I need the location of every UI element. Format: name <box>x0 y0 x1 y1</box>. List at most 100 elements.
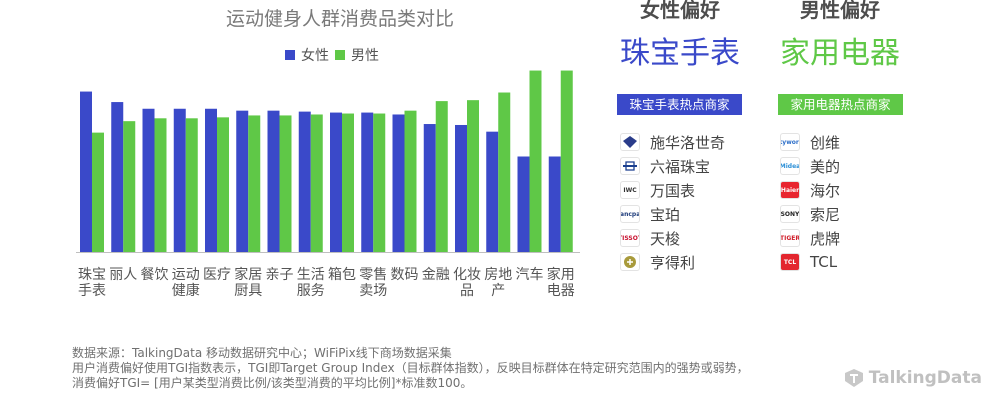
female-brand-name: 施华洛世奇 <box>650 133 726 152</box>
bar-female-11 <box>423 124 436 252</box>
bar-female-6 <box>267 110 280 252</box>
watermark: TalkingData <box>843 368 982 388</box>
category-label: 餐饮 <box>140 267 169 283</box>
category-label: 医疗 <box>203 267 231 283</box>
male-brand-name: 海尔 <box>810 181 841 200</box>
male-brand-item: Skyworth 创维 <box>780 131 840 153</box>
female-brand-item: IWC 万国表 <box>620 179 695 201</box>
legend-female: 女性 <box>285 45 329 65</box>
female-brand-item: 六福珠宝 <box>620 155 710 177</box>
bar-female-9 <box>361 112 374 252</box>
watermark-text: TalkingData <box>868 368 982 388</box>
female-brand-name: 亨得利 <box>650 253 696 272</box>
category-label: 汽车 <box>515 267 544 283</box>
bar-male-1 <box>123 121 136 252</box>
bar-female-7 <box>298 111 311 253</box>
sony-logo: SONY <box>780 205 800 223</box>
chart-title: 运动健身人群消费品类对比 <box>225 8 454 30</box>
female-brand-item: 施华洛世奇 <box>620 131 725 153</box>
category-label: 金融 <box>421 267 450 283</box>
bar-male-5 <box>248 115 261 252</box>
legend-male-label: 男性 <box>351 48 379 64</box>
bar-female-12 <box>455 124 467 252</box>
tcl-logo: TCL <box>780 253 800 271</box>
bar-female-3 <box>173 108 186 252</box>
bar-male-3 <box>185 118 198 252</box>
bar-male-15 <box>560 70 573 252</box>
category-label: 运动健康 <box>171 267 200 299</box>
bar-male-0 <box>92 132 104 252</box>
male-brand-item: Midea 美的 <box>780 155 840 177</box>
iwc-logo: IWC <box>620 181 640 199</box>
male-brand-name: 索尼 <box>810 205 841 224</box>
bar-female-2 <box>142 108 155 252</box>
hengdeli-logo <box>620 253 640 271</box>
category-label: 家用电器 <box>546 267 575 299</box>
bar-chart <box>76 70 580 253</box>
category-label: 生活服务 <box>296 267 325 299</box>
male-brand-item: TIGER 虎牌 <box>780 227 840 249</box>
bar-male-11 <box>435 101 448 252</box>
male-brand-name: TCL <box>810 253 838 271</box>
category-label: 家居厨具 <box>234 267 263 299</box>
category-label: 丽人 <box>109 267 138 283</box>
male-brand-item: SONY 索尼 <box>780 203 840 225</box>
bar-female-0 <box>80 91 92 252</box>
category-label: 珠宝手表 <box>78 267 106 299</box>
notes: 数据来源：TalkingData 移动数据研究中心；WiFiPix线下商场数据采… <box>72 346 749 391</box>
category-label: 房地产 <box>484 267 513 299</box>
male-brand-item: TCL TCL <box>780 251 837 273</box>
male-category: 家用电器 <box>780 36 900 71</box>
category-label: 化妆品 <box>453 267 481 299</box>
male-brand-name: 美的 <box>810 157 841 176</box>
swarovski-logo <box>620 133 640 151</box>
legend-male: 男性 <box>335 45 379 65</box>
category-label: 亲子 <box>265 267 294 283</box>
bar-male-6 <box>279 115 292 252</box>
female-brand-name: 宝珀 <box>650 205 681 224</box>
legend-male-swatch <box>335 50 345 60</box>
category-label: 箱包 <box>328 267 356 283</box>
male-brand-item: Haier 海尔 <box>780 179 840 201</box>
skyworth-logo: Skyworth <box>780 133 800 151</box>
male-header: 男性偏好 <box>800 0 880 22</box>
bar-female-15 <box>548 156 561 252</box>
bar-female-1 <box>111 102 124 252</box>
bar-male-13 <box>498 92 511 252</box>
note-formula: 消费偏好TGI= [用户某类型消费比例/该类型消费的平均比例]*标准数100。 <box>72 376 473 390</box>
bar-female-14 <box>517 156 530 252</box>
bar-male-14 <box>529 70 542 252</box>
female-brand-name: 万国表 <box>650 181 696 200</box>
male-tag: 家用电器热点商家 <box>778 94 903 115</box>
bar-male-7 <box>310 114 323 252</box>
bar-male-12 <box>467 100 479 252</box>
female-brand-item: 亨得利 <box>620 251 695 273</box>
bar-male-4 <box>217 117 229 252</box>
blancpain-logo: Blancpain <box>620 205 640 223</box>
bar-male-8 <box>342 113 354 253</box>
bar-male-2 <box>154 118 167 252</box>
lukfook-logo <box>620 157 640 175</box>
female-category: 珠宝手表 <box>620 36 740 71</box>
tiger-logo: TIGER <box>780 229 800 247</box>
bar-male-9 <box>373 113 386 253</box>
female-tag: 珠宝手表热点商家 <box>617 94 742 115</box>
male-brand-name: 创维 <box>810 133 841 152</box>
note-tgi: 用户消费偏好使用TGI指数表示，TGI即Target Group Index（目… <box>72 361 749 375</box>
male-brand-name: 虎牌 <box>810 229 841 248</box>
legend-female-label: 女性 <box>301 48 329 64</box>
midea-logo: Midea <box>780 157 800 175</box>
category-label: 数码 <box>390 267 419 283</box>
note-source: 数据来源：TalkingData 移动数据研究中心；WiFiPix线下商场数据采… <box>72 346 452 360</box>
category-label: 零售卖场 <box>359 267 388 299</box>
bar-female-4 <box>205 108 217 252</box>
legend-female-swatch <box>285 50 295 60</box>
female-brand-name: 六福珠宝 <box>650 157 711 176</box>
female-brand-name: 天梭 <box>650 229 681 248</box>
female-header: 女性偏好 <box>640 0 720 22</box>
bar-female-5 <box>236 110 249 252</box>
bar-male-10 <box>404 110 417 252</box>
bar-female-10 <box>392 114 405 252</box>
talkingdata-logo-icon <box>844 369 863 387</box>
female-brand-item: Blancpain 宝珀 <box>620 203 680 225</box>
